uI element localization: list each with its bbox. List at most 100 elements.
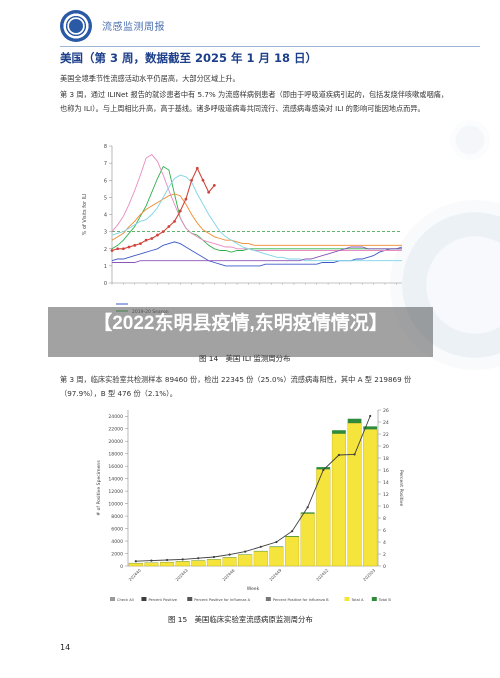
y2-tick-label: 14 <box>383 480 389 486</box>
header-divider <box>60 46 480 47</box>
series-marker <box>144 238 148 242</box>
percent-marker <box>228 553 231 556</box>
series-marker <box>212 183 216 187</box>
percent-marker <box>306 506 309 509</box>
y-tick-label: 20000 <box>108 439 123 445</box>
x-tick-label: 202446 <box>221 567 236 582</box>
y-tick-label: 24000 <box>108 414 123 420</box>
bar-total-a <box>253 551 268 567</box>
percent-marker <box>244 550 247 553</box>
series-line <box>111 154 402 251</box>
series-marker <box>121 247 125 251</box>
series-line <box>111 174 402 262</box>
series-marker <box>207 190 211 194</box>
x-axis-label: Week <box>247 586 260 592</box>
percent-marker <box>369 414 372 418</box>
section-title: 美国（第 3 周，数据截至 2025 年 1 月 18 日） <box>60 51 318 65</box>
percent-marker <box>165 558 169 562</box>
series-marker <box>110 249 114 252</box>
y2-tick-label: 12 <box>383 492 389 498</box>
y-tick-label: 12000 <box>108 489 123 495</box>
bar-total-a <box>316 469 331 567</box>
series-marker <box>190 178 194 182</box>
series-line <box>111 241 403 267</box>
series-marker <box>133 243 137 247</box>
series-marker <box>167 225 171 228</box>
y2-tick-label: 2 <box>383 552 386 558</box>
legend-label: Total A <box>350 598 364 602</box>
paragraph-lab: 第 3 周，临床实验室共检测样本 89460 份，检出 22345 份（25.0… <box>60 375 412 398</box>
y-tick-label: 8000 <box>111 514 123 520</box>
paragraph-ili: 第 3 周，通过 ILINet 报告的就诊患者中有 5.7% 为流感样病例患者（… <box>60 90 449 113</box>
series-marker <box>127 245 131 249</box>
percent-marker <box>134 560 137 563</box>
y2-tick-label: 16 <box>383 468 389 474</box>
x-tick-label: 202440 <box>128 567 143 582</box>
virus-decoration-small <box>450 120 490 160</box>
bar-total-a <box>331 433 346 567</box>
bar-total-a <box>363 429 378 567</box>
legend-swatch <box>344 597 350 601</box>
legend-swatch <box>371 597 377 601</box>
bar-total-b <box>316 467 331 470</box>
series-line <box>111 193 402 246</box>
y2-tick-label: 26 <box>383 408 389 414</box>
bar-total-a <box>222 557 237 567</box>
legend-label: Check All <box>117 598 134 602</box>
percent-marker <box>322 468 325 472</box>
header-title: 流感监测周报 <box>102 22 165 33</box>
legend-swatch <box>141 597 147 601</box>
y2-tick-label: 24 <box>383 420 389 426</box>
series-marker <box>178 209 182 213</box>
legend-swatch <box>110 597 115 601</box>
y-tick-label: 0 <box>120 564 123 570</box>
percent-marker <box>181 558 184 561</box>
bar-total-a <box>144 562 159 567</box>
y2-tick-label: 18 <box>383 456 389 462</box>
y-tick-label: 4 <box>104 213 107 219</box>
y-tick-label: 2 <box>104 247 107 253</box>
bar-total-a <box>285 536 300 567</box>
y-tick-label: 0 <box>104 281 107 287</box>
legend-swatch <box>265 597 271 601</box>
y2-axis-label: Percent Positive <box>398 470 404 507</box>
bar-total-a <box>269 546 284 567</box>
y-axis-label: # of Positive Specimens <box>96 460 102 516</box>
y-tick-label: 6000 <box>111 527 123 533</box>
series-marker <box>156 233 159 237</box>
paragraph-summary: 美国全境季节性流感活动水平仍居高，大部分区域上升。 <box>60 74 240 83</box>
legend-swatch <box>187 597 193 601</box>
y-tick-label: 1 <box>104 264 107 270</box>
series-marker <box>139 242 142 246</box>
y-tick-label: 14000 <box>108 477 123 483</box>
cdc-logo-icon <box>60 10 92 42</box>
series-marker <box>195 166 199 170</box>
bar-total-b <box>300 512 315 514</box>
y-tick-label: 22000 <box>108 427 123 433</box>
bar-total-b <box>363 426 378 430</box>
bar-total-a <box>160 562 175 567</box>
y-tick-label: 18000 <box>108 452 123 458</box>
bar-total-b <box>285 535 299 537</box>
y-tick-label: 8 <box>104 144 107 150</box>
percent-marker <box>259 545 262 548</box>
watermark-banner: 【2022东明县疫情,东明疫情情况】 <box>48 307 433 357</box>
y2-tick-label: 10 <box>383 504 389 510</box>
figure15-caption: 图 15 美国临床实验室流感病原监测周分布 <box>168 615 313 624</box>
y-tick-label: 5 <box>104 195 107 201</box>
percent-marker <box>353 453 356 456</box>
percent-marker <box>150 559 153 562</box>
figure14-caption: 图 14 美国 ILI 监测周分布 <box>199 354 291 363</box>
y2-tick-label: 0 <box>383 564 386 570</box>
lab-bar-chart: 0200040006000800010000120001400016000180… <box>96 408 404 602</box>
y-tick-label: 6 <box>104 178 107 184</box>
legend-label: Total B <box>378 598 392 602</box>
percent-marker <box>337 453 341 457</box>
series-marker <box>201 178 205 182</box>
y2-tick-label: 22 <box>383 432 389 438</box>
x-tick-label: 202452 <box>315 567 330 582</box>
y2-tick-label: 4 <box>383 540 386 546</box>
bar-total-a <box>191 560 206 567</box>
